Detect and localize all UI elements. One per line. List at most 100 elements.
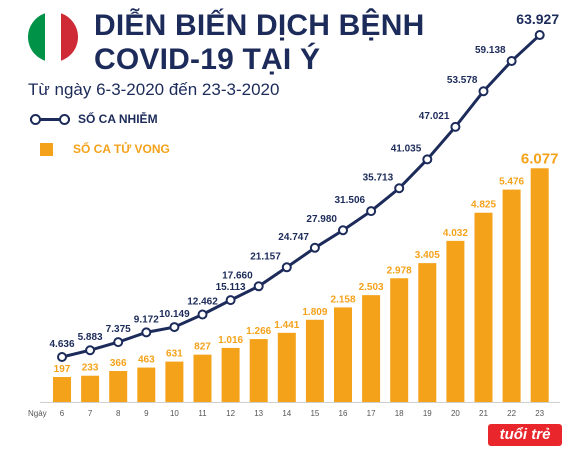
cases-point	[506, 56, 517, 67]
cases-point-label: 31.506	[335, 195, 366, 206]
x-tick-label: 18	[395, 409, 404, 418]
death-bar-label: 2.158	[330, 294, 355, 305]
cases-point	[478, 86, 489, 97]
title-line-1: DIỄN BIẾN DỊCH BỆNH	[94, 9, 425, 42]
death-bar-label: 197	[54, 364, 71, 375]
legend-cases: SỐ CA NHIỄM	[30, 112, 158, 126]
cases-point-label: 21.157	[250, 251, 281, 262]
cases-point-label: 41.035	[391, 143, 422, 154]
cases-point-label: 15.113	[216, 282, 246, 293]
death-bar-label: 233	[82, 363, 99, 374]
death-bar-label: 1.809	[302, 307, 327, 318]
cases-point-label: 5.883	[78, 332, 103, 343]
cases-point	[309, 242, 320, 253]
x-tick-label: 22	[507, 409, 516, 418]
cases-point-label: 10.149	[159, 309, 190, 320]
death-bar	[249, 339, 268, 402]
cases-point	[450, 121, 461, 132]
flag-stripe-white	[44, 12, 62, 62]
death-bar	[193, 354, 212, 402]
cases-point	[197, 309, 208, 320]
cases-line-group	[57, 30, 545, 362]
cases-point	[338, 225, 348, 236]
subtitle: Từ ngày 6-3-2020 đến 23-3-2020	[28, 80, 280, 99]
death-bar	[137, 367, 156, 402]
death-bar	[446, 240, 465, 402]
x-tick-label: 12	[226, 409, 235, 418]
cases-point-label: 53.578	[447, 75, 478, 86]
x-tick-label: 20	[451, 409, 460, 418]
flag-stripe-red	[61, 12, 78, 62]
death-bar	[81, 375, 100, 402]
x-tick-label: 16	[339, 409, 348, 418]
cases-point-label: 9.172	[134, 314, 159, 325]
death-bar	[474, 212, 493, 402]
title-line-2: COVID-19 TẠI Ý	[94, 43, 321, 76]
death-bar	[221, 347, 240, 402]
death-bar-label: 5.476	[499, 177, 524, 188]
x-tick-label: 10	[170, 409, 179, 418]
cases-point-label: 47.021	[419, 111, 450, 122]
italy-flag-icon	[28, 12, 78, 62]
cases-point	[57, 352, 67, 362]
flag-stripe-green	[28, 12, 45, 62]
cases-point-label: 35.713	[363, 172, 394, 183]
cases-point-label: 24.747	[278, 232, 309, 243]
death-bar-label: 1.266	[246, 326, 271, 337]
cases-point	[225, 295, 236, 306]
cases-point-label: 17.660	[222, 270, 253, 281]
death-bar	[334, 307, 352, 402]
x-tick-label: 13	[254, 409, 263, 418]
legend-deaths-label: SỐ CA TỬ VONG	[73, 142, 170, 156]
cases-point	[534, 30, 545, 41]
death-bar-label: 827	[194, 342, 211, 353]
cases-point-label: 59.138	[475, 45, 506, 56]
cases-point	[85, 345, 96, 356]
cases-point-label: 63.927	[516, 11, 559, 27]
cases-point-label: 4.636	[49, 339, 74, 350]
cases-point	[141, 327, 152, 338]
x-tick-label: 14	[282, 409, 291, 418]
cases-point	[422, 154, 433, 165]
death-bar	[418, 263, 437, 402]
x-tick-label: 8	[116, 409, 121, 418]
cases-point-label: 12.462	[187, 297, 218, 308]
cases-point	[253, 281, 264, 292]
legend-bar-icon	[40, 142, 53, 156]
x-tick-label: 6	[60, 409, 65, 418]
x-tick-label: 9	[144, 409, 149, 418]
death-bar-label: 1.441	[274, 320, 299, 331]
cases-point	[169, 322, 180, 333]
x-axis-title: Ngày	[28, 409, 47, 418]
x-tick-label: 21	[479, 409, 488, 418]
death-bar	[390, 278, 409, 402]
death-bar	[53, 377, 71, 402]
death-bar	[277, 332, 296, 402]
death-bar-label: 366	[110, 358, 127, 369]
death-bar	[165, 361, 184, 402]
x-tick-label: 7	[88, 409, 93, 418]
legend-line-icon	[30, 112, 70, 126]
x-tick-label: 15	[310, 409, 319, 418]
death-bar	[362, 295, 381, 402]
death-bar-label: 4.825	[471, 200, 496, 211]
cases-point	[394, 183, 405, 194]
death-bar-label: 2.978	[387, 265, 412, 276]
cases-point	[113, 337, 124, 348]
x-tick-label: 19	[423, 409, 432, 418]
death-bar-label: 4.032	[443, 228, 468, 239]
cases-point	[281, 262, 292, 273]
death-bars	[53, 168, 549, 402]
death-bar-label: 463	[138, 355, 155, 366]
death-bar	[530, 168, 549, 402]
death-bar-label: 6.077	[521, 150, 559, 167]
cases-point	[366, 206, 377, 217]
legend-cases-label: SỐ CA NHIỄM	[78, 112, 158, 126]
death-bar-label: 2.503	[359, 282, 384, 293]
tuoitre-logo: tuổi trẻ	[488, 424, 562, 446]
x-tick-label: 23	[535, 409, 544, 418]
cases-point-label: 27.980	[306, 214, 337, 225]
death-bar-label: 631	[166, 349, 183, 360]
death-bar-label: 1.016	[218, 335, 243, 346]
